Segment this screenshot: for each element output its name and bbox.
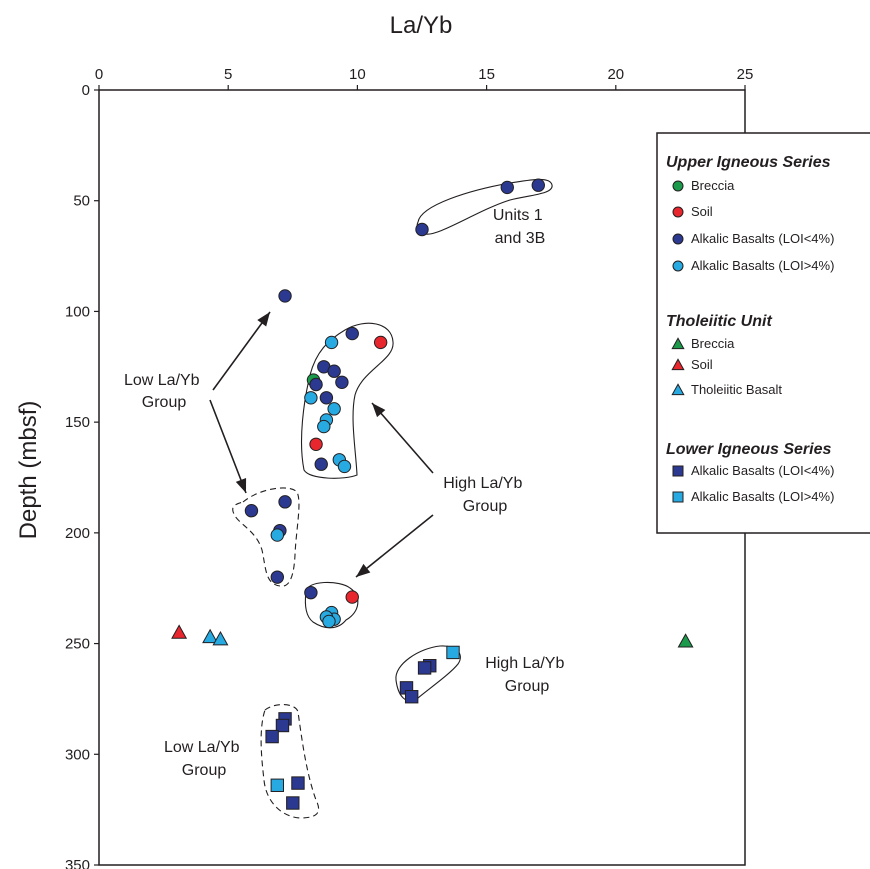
point-lower-igneous-series-alkalic-basalts-loi-4 [417,661,432,675]
data-points [171,178,694,810]
point-upper-igneous-series-alkalic-basalts-loi-4 [531,178,545,192]
point-upper-igneous-series-alkalic-basalts-loi-4 [314,457,328,471]
arrow-high-to-lower-cluster [355,514,434,578]
legend-marker-lower-igneous-series-alkalic-basalts-loi-4 [672,491,684,503]
legend-marker-upper-igneous-series-breccia [672,180,684,192]
annotation-low-group-upper: Low La/Yb Group [124,372,204,411]
arrow-low-to-upper-point [212,311,271,391]
arrow-low-to-lower-cluster [209,399,247,494]
annotation-units-1-3b: Units 1 and 3B [493,207,547,247]
point-upper-igneous-series-alkalic-basalts-loi-4 [500,180,514,195]
point-upper-igneous-series-alkalic-basalts-loi-4 [270,528,284,542]
legend-heading-tholeiitic-unit: Tholeiitic Unit [666,313,772,330]
legend-label: Soil [691,357,713,372]
legend-label: Alkalic Basalts (LOI>4%) [691,258,834,273]
outline-high-group-lower [304,581,359,629]
legend-marker-tholeiitic-unit-soil [671,358,685,371]
point-upper-igneous-series-alkalic-basalts-loi-4 [327,364,341,378]
axes: La/Yb Depth (mbsf) [15,12,746,866]
arrow-high-to-lower-cluster-head [356,563,371,577]
point-upper-igneous-series-alkalic-basalts-loi-4 [304,391,318,405]
legend-marker-lower-igneous-series-alkalic-basalts-loi-4 [672,465,684,477]
point-tholeiitic-unit-tholeiitic-basalt [202,628,219,644]
point-upper-igneous-series-alkalic-basalts-loi-4 [244,504,259,518]
legend-heading-lower-igneous-series: Lower Igneous Series [666,441,831,458]
y-tick-label: 150 [65,414,90,431]
x-tick-label: 10 [349,66,366,83]
legend-marker-upper-igneous-series-alkalic-basalts-loi-4 [672,233,684,245]
legend-heading-upper-igneous-series: Upper Igneous Series [666,154,831,171]
legend-label: Breccia [691,178,735,193]
point-lower-igneous-series-alkalic-basalts-loi-4 [291,776,305,790]
y-tick-label: 100 [65,303,90,320]
y-tick-label: 350 [65,857,90,869]
arrow-high-to-upper-cluster-head [372,403,386,418]
point-upper-igneous-series-soil [309,437,323,451]
point-lower-igneous-series-alkalic-basalts-loi-4 [275,718,290,733]
legend-label: Alkalic Basalts (LOI<4%) [691,463,834,478]
arrow-low-to-upper-point-head [257,312,270,327]
y-tick-label: 200 [65,525,90,542]
legend-marker-tholeiitic-unit-breccia [671,337,685,350]
x-tick-label: 25 [737,66,754,83]
point-lower-igneous-series-alkalic-basalts-loi-4 [270,778,284,792]
point-upper-igneous-series-alkalic-basalts-loi-4 [304,585,318,600]
point-upper-igneous-series-alkalic-basalts-loi-4 [319,391,334,405]
point-upper-igneous-series-alkalic-basalts-loi-4 [337,459,352,474]
annotations: Units 1 and 3B Low La/Yb Group High La/Y… [124,207,569,779]
annotation-low-group-lower: Low La/Yb Group [164,739,244,779]
point-upper-igneous-series-soil [373,335,388,350]
point-upper-igneous-series-alkalic-basalts-loi-4 [327,402,341,416]
x-tick-label: 20 [607,66,624,83]
point-lower-igneous-series-alkalic-basalts-loi-4 [404,690,419,704]
arrow-low-to-lower-cluster-head [235,477,247,493]
x-tick-label: 15 [478,66,495,83]
annotation-high-group-upper: High La/Yb Group [443,475,527,515]
y-tick-label: 300 [65,746,90,763]
legend-marker-upper-igneous-series-alkalic-basalts-loi-4 [672,260,684,272]
x-tick-label: 5 [224,66,232,83]
point-tholeiitic-unit-tholeiitic-basalt [212,630,229,646]
point-upper-igneous-series-alkalic-basalts-loi-4 [324,335,339,350]
arrow-high-to-upper-cluster [371,402,434,474]
point-upper-igneous-series-alkalic-basalts-loi-4 [335,375,349,389]
point-upper-igneous-series-alkalic-basalts-loi-4 [309,377,323,392]
x-axis-title: La/Yb [390,12,453,39]
legend-box [656,132,870,534]
legend-label: Alkalic Basalts (LOI<4%) [691,231,834,246]
point-tholeiitic-unit-breccia [677,633,694,648]
legend-label: Tholeiitic Basalt [691,382,782,397]
point-upper-igneous-series-alkalic-basalts-loi-4 [270,570,284,584]
y-tick-label: 50 [73,193,90,210]
point-upper-igneous-series-alkalic-basalts-loi-4 [317,419,331,434]
legend-label: Breccia [691,336,735,351]
annotation-arrows [209,311,434,578]
legend-label: Alkalic Basalts (LOI>4%) [691,489,834,504]
point-upper-igneous-series-alkalic-basalts-loi-4 [415,222,429,237]
legend-marker-tholeiitic-unit-tholeiitic-basalt [671,383,685,396]
legend-label: Soil [691,204,713,219]
point-upper-igneous-series-alkalic-basalts-loi-4 [322,614,336,629]
legend: Upper Igneous Series Breccia Soil Alkalic B… [656,132,870,534]
point-lower-igneous-series-alkalic-basalts-loi-4 [446,645,460,660]
point-tholeiitic-unit-soil [171,624,188,639]
annotation-high-group-lower: High La/Yb Group [485,655,569,695]
y-axis-title: Depth (mbsf) [15,401,42,540]
point-upper-igneous-series-alkalic-basalts-loi-4 [345,326,359,341]
point-lower-igneous-series-alkalic-basalts-loi-4 [265,729,279,744]
legend-marker-upper-igneous-series-soil [672,206,684,218]
point-upper-igneous-series-alkalic-basalts-loi-4 [278,495,292,509]
y-tick-label: 0 [82,82,90,99]
y-tick-label: 250 [65,636,90,653]
point-upper-igneous-series-soil [345,590,359,604]
point-lower-igneous-series-alkalic-basalts-loi-4 [286,796,300,810]
point-upper-igneous-series-alkalic-basalts-loi-4 [278,289,292,303]
x-tick-label: 0 [95,66,103,83]
